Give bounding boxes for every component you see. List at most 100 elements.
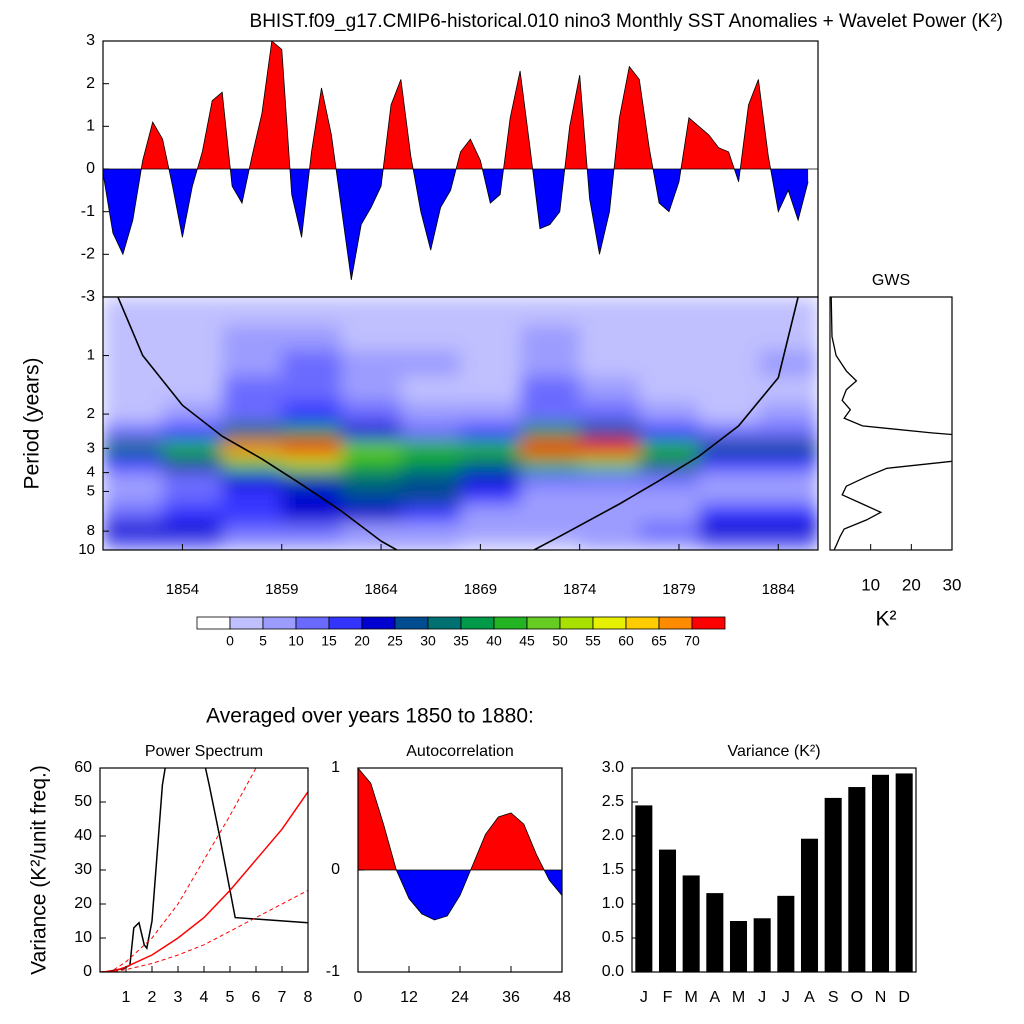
colorbar-label: 55 xyxy=(585,633,601,649)
colorbar-box xyxy=(229,616,264,630)
positive-area xyxy=(103,41,809,169)
heat-cell xyxy=(222,504,283,523)
x-tick-label: 2 xyxy=(148,989,157,1006)
heat-cell xyxy=(400,401,461,424)
heat-cell xyxy=(281,350,342,378)
lines xyxy=(830,297,952,550)
bar xyxy=(895,773,913,972)
y-tick-label: 3 xyxy=(87,439,95,456)
heat-cell xyxy=(460,376,521,403)
heat-cell xyxy=(460,538,521,550)
heat-cell xyxy=(103,522,164,539)
heat-cell xyxy=(162,504,223,523)
y-tick-label: 4 xyxy=(87,464,95,481)
heat-cell xyxy=(460,486,521,505)
colorbar-box xyxy=(328,616,363,630)
heat-cell xyxy=(162,440,223,457)
heat-cell xyxy=(639,423,700,442)
heat-cell xyxy=(460,504,521,523)
heat-cell xyxy=(579,401,640,424)
colorbar-box xyxy=(427,616,462,630)
heat-cell xyxy=(520,456,581,472)
y-tick-label: 0 xyxy=(331,861,340,878)
heat-cell xyxy=(520,324,581,351)
y-tick-label: -1 xyxy=(326,963,340,980)
heat-cell xyxy=(460,423,521,442)
x-tick-label: F xyxy=(663,989,673,1006)
heat-cell xyxy=(341,401,402,424)
heat-cell xyxy=(162,324,223,351)
cone-of-influence xyxy=(117,297,799,550)
heat-cell xyxy=(400,350,461,378)
x-tick-label: J xyxy=(758,989,766,1006)
heat-cell xyxy=(758,471,818,488)
heat-cell xyxy=(698,350,759,378)
heat-cell xyxy=(639,538,700,550)
heat-cell xyxy=(222,324,283,351)
heat-cell xyxy=(222,401,283,424)
area-outline xyxy=(102,40,809,280)
heat-cell xyxy=(341,350,402,378)
heat-cell xyxy=(520,297,581,326)
chart: J F M A M J J A S O N D0.00.51.01.52.02.53.0Varianc… xyxy=(602,743,917,1006)
heat-cell xyxy=(222,538,283,550)
x-tick-label: 5 xyxy=(226,989,235,1006)
y-tick-label: 50 xyxy=(74,793,92,810)
heat-cell xyxy=(579,538,640,550)
heat-cell xyxy=(579,324,640,351)
heat-cell xyxy=(281,440,342,457)
heat-cell xyxy=(460,440,521,457)
y-tick-label: 2 xyxy=(87,405,95,422)
y-tick-label: 40 xyxy=(74,827,92,844)
heat-cell xyxy=(400,376,461,403)
y-tick-label: -3 xyxy=(81,288,95,305)
heat-cell xyxy=(222,350,283,378)
x-tick-label: 36 xyxy=(502,989,520,1006)
y-tick-label: 5 xyxy=(87,482,95,499)
heat-cell xyxy=(400,423,461,442)
heat-cell xyxy=(281,504,342,523)
heat-cell xyxy=(579,423,640,442)
heat-cell xyxy=(579,486,640,505)
y-tick-label: 3.0 xyxy=(602,759,624,776)
x-tick-label: 12 xyxy=(400,989,418,1006)
colorbar-box xyxy=(196,616,231,630)
heat-cell xyxy=(341,440,402,457)
x-tick-label: 10 xyxy=(861,575,880,594)
heat-cell xyxy=(758,486,818,505)
heat-cell xyxy=(639,350,700,378)
heat-cell xyxy=(698,297,759,326)
heat-cell xyxy=(698,456,759,472)
heat-cell xyxy=(579,297,640,326)
colorbar-label: 60 xyxy=(618,633,634,649)
y-tick-label: 1 xyxy=(331,759,340,776)
heat-cell xyxy=(400,471,461,488)
x-tick-label: 1854 xyxy=(166,581,199,598)
heat-cell xyxy=(698,376,759,403)
bar xyxy=(729,921,748,972)
heat-cell xyxy=(341,538,402,550)
colorbar-box xyxy=(295,616,330,630)
heat-cell xyxy=(520,401,581,424)
heat-cell xyxy=(162,522,223,539)
heat-cell xyxy=(579,456,640,472)
series-line xyxy=(100,889,308,972)
bar xyxy=(682,875,700,972)
bar xyxy=(658,849,677,972)
heat-cell xyxy=(758,522,818,539)
heat-cell xyxy=(341,504,402,523)
heat-cell xyxy=(639,486,700,505)
heat-cell xyxy=(341,522,402,539)
plot-frame xyxy=(99,767,309,973)
heat-cell xyxy=(103,376,164,403)
plot-frame xyxy=(829,296,953,551)
heat-cell xyxy=(400,522,461,539)
x-tick-label: J xyxy=(640,989,648,1006)
heat-cell xyxy=(341,423,402,442)
heat-cell xyxy=(698,486,759,505)
colorbar-box xyxy=(493,616,528,630)
x-axis-label: K² xyxy=(876,608,897,631)
colorbar-box xyxy=(460,616,495,630)
heat-cell xyxy=(281,538,342,550)
x-tick-label: 1879 xyxy=(662,581,695,598)
